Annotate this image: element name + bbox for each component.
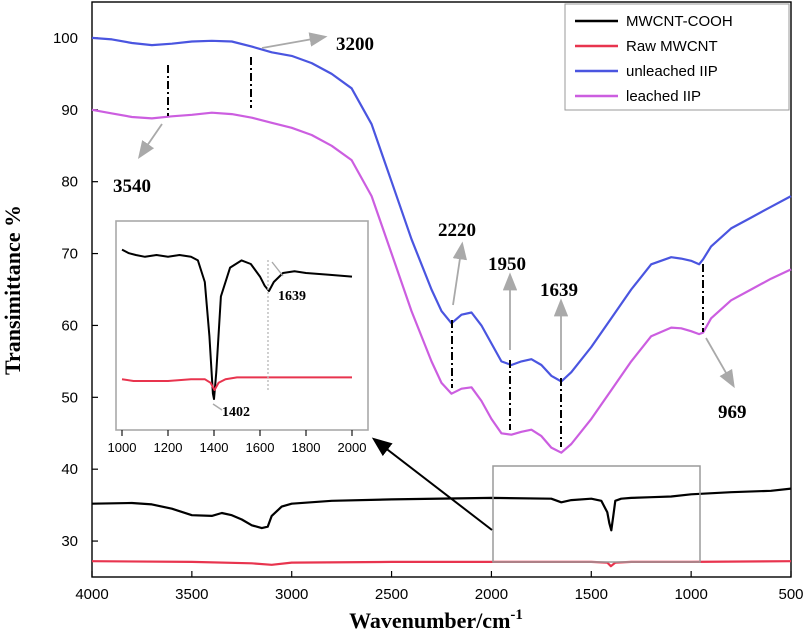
label-3540: 3540 — [113, 176, 151, 197]
arrow-2220 — [452, 241, 467, 306]
y-tick-label: 80 — [61, 174, 78, 191]
plot-frame — [91, 1, 792, 578]
label-2220: 2220 — [438, 220, 476, 241]
y-tick-label: 60 — [61, 317, 78, 334]
label-969: 969 — [718, 402, 747, 423]
inset-chart: 1000 1200 1400 1600 1800 2000 1639 1402 — [108, 220, 369, 455]
series-line-0 — [91, 487, 792, 532]
y-tick-label: 30 — [61, 533, 78, 550]
x-tick-label: 1000 — [674, 586, 707, 603]
inset-series-layer — [121, 248, 353, 400]
inset-tick-label: 1200 — [154, 440, 183, 455]
inset-arrow-1402 — [212, 403, 223, 411]
inset-x-ticks: 1000 1200 1400 1600 1800 2000 — [108, 430, 367, 455]
inset-label-1639: 1639 — [278, 289, 306, 304]
inset-label-1402: 1402 — [222, 405, 250, 420]
inset-series-line-0 — [121, 248, 353, 400]
label-3200: 3200 — [336, 34, 374, 55]
legend: MWCNT-COOH Raw MWCNT unleached IIP leached … — [564, 3, 790, 111]
arrow-3540 — [137, 123, 163, 159]
y-axis-title: Transimittance % — [0, 205, 25, 375]
zoom-region-box — [492, 465, 701, 563]
annotation-arrows — [137, 32, 735, 389]
x-tick-label: 3000 — [275, 586, 308, 603]
inset-series-line-1 — [121, 376, 352, 391]
x-tick-label: 2500 — [375, 586, 408, 603]
legend-label-3: leached IIP — [626, 88, 701, 105]
x-tick-label: 500 — [778, 586, 803, 603]
x-axis-title: Wavenumber/cm-1 — [349, 607, 523, 633]
series-line-3 — [91, 108, 792, 454]
y-axis-ticks: 30 40 50 60 70 80 90 100 — [53, 30, 98, 550]
series-line-2 — [91, 36, 792, 383]
x-tick-label: 4000 — [75, 586, 108, 603]
x-tick-label: 1500 — [575, 586, 608, 603]
y-tick-label: 90 — [61, 102, 78, 119]
arrow-969 — [705, 337, 735, 389]
inset-tick-label: 1600 — [246, 440, 275, 455]
zoom-pointer-arrow — [371, 437, 493, 531]
inset-tick-label: 1000 — [108, 440, 137, 455]
legend-items: MWCNT-COOH Raw MWCNT unleached IIP leached … — [575, 13, 733, 105]
x-axis-ticks: 4000 3500 3000 2500 2000 1500 1000 500 — [75, 571, 804, 603]
label-1950: 1950 — [488, 254, 526, 275]
inset-tick-label: 1400 — [200, 440, 229, 455]
arrow-3200 — [261, 32, 328, 49]
inset-tick-label: 1800 — [292, 440, 321, 455]
y-tick-label: 100 — [53, 30, 78, 47]
legend-label-0: MWCNT-COOH — [626, 13, 733, 30]
legend-label-1: Raw MWCNT — [626, 38, 718, 55]
inset-tick-label: 2000 — [338, 440, 367, 455]
x-axis-title-sup: -1 — [510, 607, 523, 623]
y-tick-label: 70 — [61, 246, 78, 263]
x-tick-label: 3500 — [175, 586, 208, 603]
x-tick-label: 2000 — [475, 586, 508, 603]
x-axis-title-text: Wavenumber/cm — [349, 608, 510, 633]
inset-frame — [115, 220, 369, 431]
dash-dot-lines — [167, 57, 704, 447]
label-1639: 1639 — [540, 280, 578, 301]
y-tick-label: 40 — [61, 461, 78, 478]
y-tick-label: 50 — [61, 389, 78, 406]
inset-arrow-1639 — [271, 261, 284, 277]
legend-label-2: unleached IIP — [626, 63, 718, 80]
